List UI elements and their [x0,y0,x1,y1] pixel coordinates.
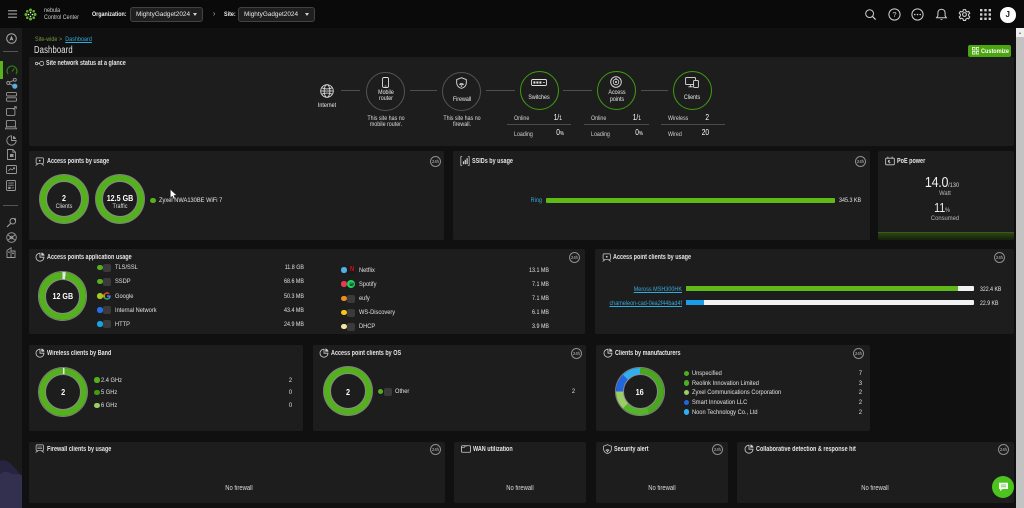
svg-text:?: ? [892,10,896,19]
